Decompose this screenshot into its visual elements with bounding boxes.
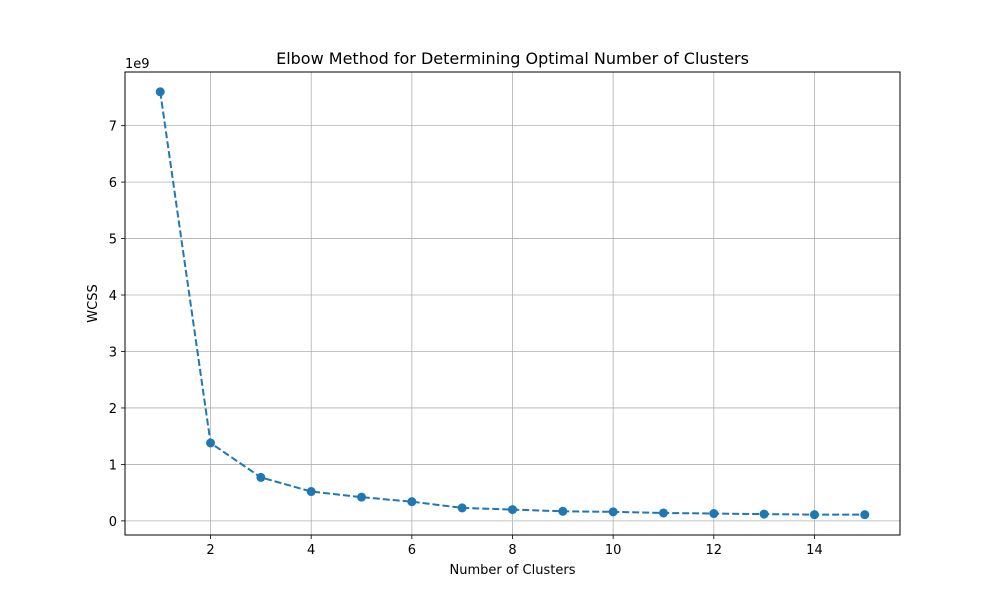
data-point	[457, 503, 467, 513]
chart-title: Elbow Method for Determining Optimal Num…	[276, 49, 749, 68]
data-point	[256, 472, 266, 482]
data-point	[759, 509, 769, 519]
y-tick-label: 3	[109, 345, 117, 360]
x-axis-ticks: 2 4 6 8 10 12 14	[206, 535, 823, 558]
data-point	[860, 510, 870, 520]
data-point	[608, 507, 618, 517]
y-axis-offset-label: 1e9	[125, 57, 150, 72]
y-tick-label: 4	[109, 289, 117, 304]
data-point	[206, 438, 216, 448]
x-tick-label: 4	[307, 543, 315, 558]
y-tick-label: 1	[109, 458, 117, 473]
y-tick-label: 5	[109, 233, 117, 248]
data-point	[709, 509, 719, 519]
data-point	[155, 87, 165, 97]
data-point	[407, 497, 417, 507]
x-tick-label: 8	[508, 543, 516, 558]
data-point	[357, 492, 367, 502]
x-tick-label: 12	[706, 543, 723, 558]
y-tick-label: 0	[109, 515, 117, 530]
grid-lines	[125, 72, 900, 535]
data-point	[508, 505, 517, 515]
x-tick-label: 6	[408, 543, 416, 558]
y-axis-label: WCSS	[86, 284, 101, 322]
x-axis-label: Number of Clusters	[450, 563, 576, 578]
y-axis-ticks: 0 1 2 3 4 5 6 7	[109, 120, 125, 530]
series-wcss	[155, 87, 870, 520]
x-tick-label: 10	[605, 543, 622, 558]
data-point	[809, 510, 819, 520]
y-tick-label: 7	[109, 120, 117, 135]
data-point	[558, 506, 568, 516]
data-point	[306, 487, 316, 497]
y-tick-label: 2	[109, 402, 117, 417]
data-point	[658, 508, 668, 518]
x-tick-label: 14	[806, 543, 823, 558]
x-tick-label: 2	[206, 543, 214, 558]
y-tick-label: 6	[109, 176, 117, 191]
